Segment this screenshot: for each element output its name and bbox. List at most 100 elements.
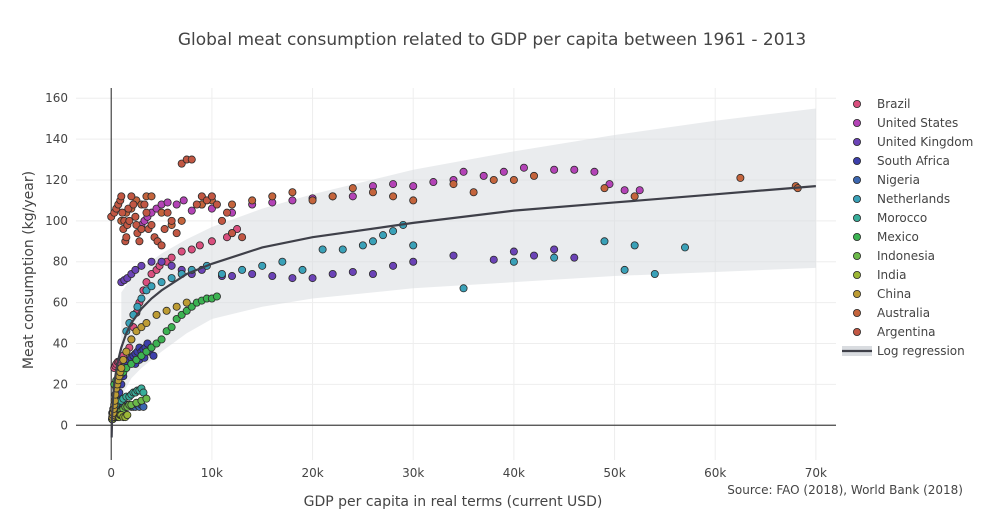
- legend-item-mexico[interactable]: Mexico: [853, 230, 919, 244]
- data-point[interactable]: [620, 265, 629, 274]
- data-point[interactable]: [368, 269, 377, 278]
- legend-item-india[interactable]: India: [853, 268, 906, 282]
- data-point[interactable]: [509, 247, 518, 256]
- data-point[interactable]: [389, 227, 398, 236]
- data-point[interactable]: [122, 347, 131, 356]
- data-point[interactable]: [187, 245, 196, 254]
- legend-item-australia[interactable]: Australia: [853, 306, 930, 320]
- data-point[interactable]: [160, 225, 169, 234]
- data-point[interactable]: [328, 192, 337, 201]
- data-point[interactable]: [268, 272, 277, 281]
- data-point[interactable]: [195, 241, 204, 250]
- data-point[interactable]: [570, 253, 579, 262]
- legend-item-south-africa[interactable]: South Africa: [853, 154, 950, 168]
- data-point[interactable]: [222, 208, 231, 217]
- data-point[interactable]: [118, 208, 127, 217]
- data-point[interactable]: [167, 274, 176, 283]
- data-point[interactable]: [238, 233, 247, 242]
- data-point[interactable]: [217, 216, 226, 225]
- data-point[interactable]: [590, 167, 599, 176]
- data-point[interactable]: [212, 200, 221, 209]
- data-point[interactable]: [212, 292, 221, 301]
- data-point[interactable]: [550, 245, 559, 254]
- data-point[interactable]: [620, 186, 629, 195]
- data-point[interactable]: [449, 251, 458, 260]
- data-point[interactable]: [163, 198, 172, 207]
- data-point[interactable]: [499, 167, 508, 176]
- data-point[interactable]: [157, 257, 166, 266]
- data-point[interactable]: [147, 192, 156, 201]
- data-point[interactable]: [409, 182, 418, 191]
- data-point[interactable]: [177, 216, 186, 225]
- data-point[interactable]: [207, 192, 216, 201]
- data-point[interactable]: [167, 253, 176, 262]
- data-point[interactable]: [409, 241, 418, 250]
- data-point[interactable]: [142, 319, 151, 328]
- data-point[interactable]: [163, 208, 172, 217]
- data-point[interactable]: [600, 184, 609, 193]
- data-point[interactable]: [217, 269, 226, 278]
- data-point[interactable]: [308, 274, 317, 283]
- data-point[interactable]: [530, 251, 539, 260]
- data-point[interactable]: [630, 241, 639, 250]
- data-point[interactable]: [635, 186, 644, 195]
- data-point[interactable]: [736, 173, 745, 182]
- data-point[interactable]: [157, 278, 166, 287]
- data-point[interactable]: [550, 253, 559, 262]
- data-point[interactable]: [650, 269, 659, 278]
- data-point[interactable]: [348, 267, 357, 276]
- data-point[interactable]: [489, 175, 498, 184]
- data-point[interactable]: [298, 265, 307, 274]
- data-point[interactable]: [167, 261, 176, 270]
- data-point[interactable]: [187, 155, 196, 164]
- data-point[interactable]: [288, 188, 297, 197]
- data-point[interactable]: [288, 196, 297, 205]
- data-point[interactable]: [147, 220, 156, 229]
- data-point[interactable]: [389, 180, 398, 189]
- data-point[interactable]: [162, 306, 171, 315]
- data-point[interactable]: [570, 165, 579, 174]
- data-point[interactable]: [127, 192, 136, 201]
- data-point[interactable]: [228, 200, 237, 209]
- legend-item-argentina[interactable]: Argentina: [853, 325, 936, 339]
- data-point[interactable]: [469, 188, 478, 197]
- data-point[interactable]: [358, 241, 367, 250]
- data-point[interactable]: [131, 212, 140, 221]
- data-point[interactable]: [157, 335, 166, 344]
- data-point[interactable]: [147, 257, 156, 266]
- data-point[interactable]: [338, 245, 347, 254]
- data-point[interactable]: [389, 261, 398, 270]
- data-point[interactable]: [268, 192, 277, 201]
- data-point[interactable]: [550, 165, 559, 174]
- data-point[interactable]: [368, 237, 377, 246]
- data-point[interactable]: [192, 200, 201, 209]
- data-point[interactable]: [348, 192, 357, 201]
- data-point[interactable]: [429, 178, 438, 187]
- data-point[interactable]: [147, 282, 156, 291]
- legend[interactable]: Brazil United States United Kingdom South A…: [842, 97, 973, 358]
- data-point[interactable]: [238, 265, 247, 274]
- data-point[interactable]: [228, 229, 237, 238]
- data-point[interactable]: [318, 245, 327, 254]
- data-point[interactable]: [131, 265, 140, 274]
- data-point[interactable]: [122, 233, 131, 242]
- data-point[interactable]: [409, 257, 418, 266]
- data-point[interactable]: [630, 192, 639, 201]
- data-point[interactable]: [459, 167, 468, 176]
- data-point[interactable]: [379, 231, 388, 240]
- data-point[interactable]: [117, 192, 126, 201]
- data-point[interactable]: [177, 247, 186, 256]
- data-point[interactable]: [328, 269, 337, 278]
- data-point[interactable]: [179, 196, 188, 205]
- data-point[interactable]: [140, 200, 149, 209]
- data-point[interactable]: [167, 323, 176, 332]
- legend-item-nigeria[interactable]: Nigeria: [853, 173, 920, 187]
- legend-item-united-states[interactable]: United States: [853, 116, 958, 130]
- legend-item-log-regression[interactable]: Log regression: [842, 344, 965, 358]
- data-point[interactable]: [142, 394, 151, 403]
- data-point[interactable]: [182, 298, 191, 307]
- data-point[interactable]: [117, 364, 126, 373]
- data-point[interactable]: [509, 175, 518, 184]
- data-point[interactable]: [228, 272, 237, 281]
- data-point[interactable]: [172, 229, 181, 238]
